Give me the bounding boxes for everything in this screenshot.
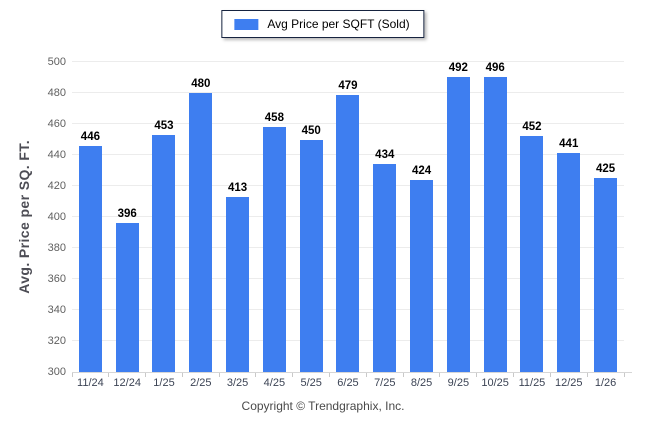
bar-value-label: 452 <box>522 121 542 134</box>
bar-slot: 396 <box>109 62 146 372</box>
x-tick-label: 11/25 <box>518 377 546 389</box>
x-axis-tick <box>402 373 404 377</box>
x-tick-label: 11/24 <box>77 377 104 389</box>
bar <box>152 134 176 372</box>
bar-value-label: 450 <box>301 124 321 137</box>
bar-slot: 496 <box>477 62 514 372</box>
x-tick-label: 1/26 <box>594 377 617 389</box>
x-axis-tick <box>292 373 294 377</box>
y-tick-label: 360 <box>47 273 66 285</box>
bar <box>115 223 139 372</box>
y-tick-label: 500 <box>47 56 66 68</box>
bar <box>189 93 213 372</box>
bar-slot: 446 <box>72 62 109 372</box>
bar-slot: 453 <box>146 62 183 372</box>
x-tick-label: 9/25 <box>447 377 470 389</box>
x-axis-tick <box>181 373 183 377</box>
y-tick-label: 380 <box>47 242 66 254</box>
bar <box>520 136 544 372</box>
x-tick-label: 12/24 <box>113 377 141 389</box>
y-tick-label: 320 <box>47 335 66 347</box>
bar-slot: 452 <box>514 62 551 372</box>
bar <box>446 77 470 372</box>
bar <box>373 164 397 372</box>
x-axis-tick <box>218 373 220 377</box>
y-tick-label: 480 <box>47 87 66 99</box>
x-tick-label: 4/25 <box>263 377 286 389</box>
x-axis-tick <box>476 373 478 377</box>
bar-value-label: 446 <box>80 130 100 143</box>
bar-slot: 413 <box>219 62 256 372</box>
bar-slot: 425 <box>587 62 624 372</box>
x-tick-label: 2/25 <box>190 377 212 389</box>
x-axis-tick <box>439 373 441 377</box>
copyright-text: Copyright © Trendgraphix, Inc. <box>241 399 405 413</box>
x-axis-tick <box>586 373 588 377</box>
x-tick-label: 1/25 <box>153 377 175 389</box>
x-axis-tick <box>255 373 257 377</box>
x-tick-label: 12/25 <box>554 377 583 389</box>
bar-value-label: 492 <box>448 62 468 74</box>
y-tick-label: 460 <box>47 118 66 130</box>
x-tick-label: 3/25 <box>226 377 249 389</box>
x-axis-tick <box>365 373 367 377</box>
bar-value-label: 453 <box>154 119 174 132</box>
bar-value-label: 479 <box>338 79 358 92</box>
bar <box>483 77 507 372</box>
bar-slot: 450 <box>293 62 330 372</box>
x-tick-label: 7/25 <box>374 377 396 389</box>
bar-value-label: 458 <box>264 112 284 125</box>
bar-value-label: 480 <box>191 78 211 90</box>
x-tick-label: 8/25 <box>410 377 433 389</box>
bar <box>262 127 286 372</box>
bar <box>557 153 581 372</box>
x-axis-tick <box>329 373 331 377</box>
bar-value-label: 424 <box>411 164 432 177</box>
bar <box>78 145 102 372</box>
bar-value-label: 441 <box>559 138 579 151</box>
bar-slot: 458 <box>256 62 293 372</box>
y-tick-label: 440 <box>47 149 66 161</box>
bar <box>410 179 434 372</box>
gridline <box>72 61 624 62</box>
bar-value-label: 434 <box>375 149 395 162</box>
y-tick-label: 300 <box>47 366 66 378</box>
x-axis-labels: 11/24 12/24 1/25 2/25 3/25 4/25 5/25 6/25 7/25 8/… <box>72 377 624 389</box>
bar-slot: 441 <box>550 62 587 372</box>
legend-label: Avg Price per SQFT (Sold) <box>267 17 410 31</box>
gridline <box>72 92 624 93</box>
bar <box>299 139 323 372</box>
bar-slot: 492 <box>440 62 477 372</box>
plot-area: 300 320 340 360 380 400 420 440 460 480 500 446 396… <box>48 56 632 378</box>
bar <box>594 178 618 372</box>
x-axis-tick <box>108 373 110 377</box>
bar-value-label: 425 <box>595 163 616 176</box>
bar <box>226 196 250 372</box>
bar-slot: 479 <box>330 62 367 372</box>
bar-value-label: 396 <box>117 208 137 221</box>
bar-series: 446 396 453 480 413 458 450 479 434 424 492 496 452 4… <box>72 62 624 372</box>
x-axis-tick <box>549 373 551 377</box>
bar-value-label: 413 <box>227 181 248 194</box>
bar-value-label: 496 <box>485 62 505 74</box>
legend-swatch-icon <box>234 18 259 30</box>
bar-slot: 424 <box>403 62 440 372</box>
x-axis-tick <box>513 373 515 377</box>
bar-slot: 434 <box>366 62 403 372</box>
bar-slot: 480 <box>182 62 219 372</box>
x-tick-label: 10/25 <box>481 377 509 389</box>
x-tick-label: 6/25 <box>337 377 359 389</box>
x-tick-label: 5/25 <box>300 377 322 389</box>
legend: Avg Price per SQFT (Sold) <box>221 10 425 38</box>
y-tick-label: 340 <box>47 304 66 316</box>
y-tick-label: 420 <box>47 180 66 192</box>
x-axis-tick <box>71 373 73 377</box>
x-axis-tick <box>623 373 625 377</box>
y-tick-label: 400 <box>47 211 66 223</box>
bar <box>336 94 360 372</box>
x-axis-tick <box>145 373 147 377</box>
x-axis-line <box>72 372 632 373</box>
